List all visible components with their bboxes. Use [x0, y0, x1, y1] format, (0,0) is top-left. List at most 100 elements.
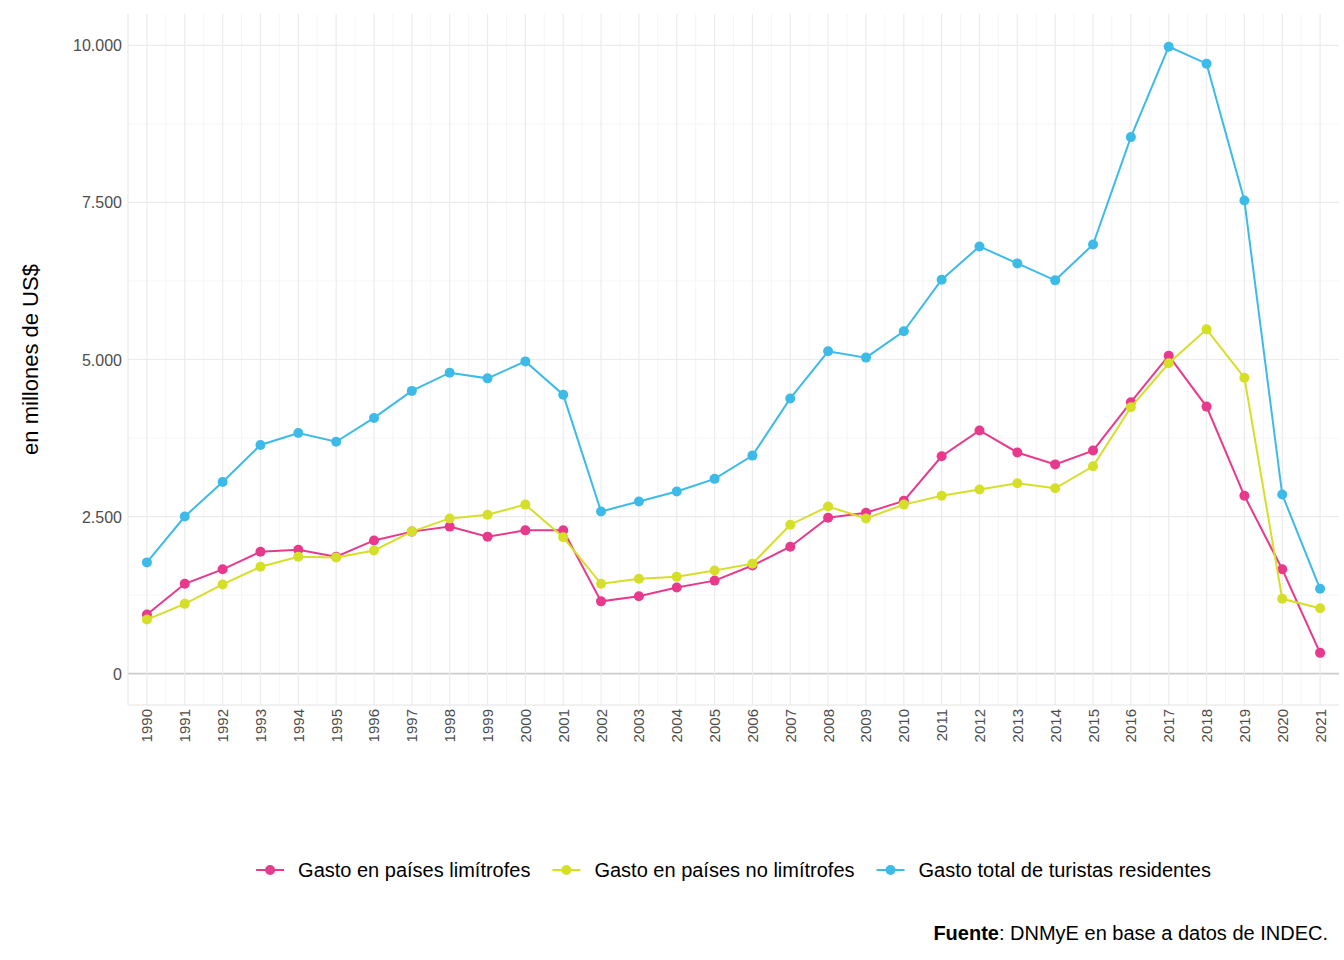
y-tick-label: 7.500	[82, 194, 122, 211]
series-point	[445, 513, 455, 523]
legend-item: Gasto en países no limítrofes	[552, 859, 854, 881]
series-point	[823, 513, 833, 523]
y-tick-label: 10.000	[73, 37, 122, 54]
chart: 02.5005.0007.50010.000199019911992199319…	[0, 0, 1344, 960]
y-tick-label: 5.000	[82, 352, 122, 369]
legend: Gasto en países limítrofesGasto en paíse…	[256, 859, 1211, 881]
grid-line	[411, 14, 412, 705]
grid-line	[1319, 14, 1320, 705]
x-tick-label: 2020	[1274, 709, 1291, 742]
series-point	[369, 545, 379, 555]
series-point	[596, 596, 606, 606]
caption: Fuente: DNMyE en base a datos de INDEC.	[933, 922, 1328, 944]
minor-grid-line	[128, 123, 1339, 124]
series-point	[974, 241, 984, 251]
series-point	[520, 356, 530, 366]
series-point	[747, 451, 757, 461]
series-point	[483, 510, 493, 520]
series-point	[142, 615, 152, 625]
y-tick-label: 2.500	[82, 509, 122, 526]
x-tick-label: 1999	[479, 709, 496, 742]
x-tick-label: 2003	[630, 709, 647, 742]
series-point	[1239, 491, 1249, 501]
series-point	[1050, 483, 1060, 493]
series-point	[710, 576, 720, 586]
x-tick-label: 2014	[1047, 709, 1064, 742]
grid-line	[1017, 14, 1018, 705]
y-tick-label: 0	[113, 666, 122, 683]
minor-grid-line	[128, 280, 1339, 281]
series-point	[1050, 275, 1060, 285]
series-point	[1126, 132, 1136, 142]
series-point	[407, 527, 417, 537]
x-tick-label: 2005	[706, 709, 723, 742]
series-point	[293, 428, 303, 438]
grid-line	[128, 359, 1339, 360]
x-tick-label: 1997	[403, 709, 420, 742]
series-group	[142, 42, 1325, 658]
series-point	[823, 501, 833, 511]
series-point	[293, 552, 303, 562]
series-point	[937, 451, 947, 461]
series-point	[710, 566, 720, 576]
grid-line	[336, 14, 337, 705]
x-tick-label: 2001	[555, 709, 572, 742]
series-point	[1239, 196, 1249, 206]
grid-line	[1055, 14, 1056, 705]
series-point	[1088, 240, 1098, 250]
legend-label: Gasto en países no limítrofes	[594, 859, 854, 881]
x-tick-label: 2012	[971, 709, 988, 742]
series-line	[147, 356, 1320, 653]
x-tick-label: 2008	[820, 709, 837, 742]
legend-marker	[265, 865, 275, 875]
grid-line	[449, 14, 450, 705]
series-point	[331, 437, 341, 447]
series-point	[218, 564, 228, 574]
series-point	[1050, 459, 1060, 469]
grid-line	[298, 14, 299, 705]
series-point	[255, 562, 265, 572]
series-line	[147, 47, 1320, 589]
series-point	[1164, 42, 1174, 52]
grid-line	[1092, 14, 1093, 705]
grid-line	[222, 14, 223, 705]
series-point	[710, 474, 720, 484]
series-point	[672, 486, 682, 496]
grid	[128, 14, 1339, 705]
grid-line	[128, 516, 1339, 517]
series-point	[1315, 648, 1325, 658]
legend-label: Gasto total de turistas residentes	[919, 859, 1211, 881]
x-tick-label: 2019	[1236, 709, 1253, 742]
x-tick-label: 2006	[744, 709, 761, 742]
x-tick-label: 2002	[593, 709, 610, 742]
series	[142, 351, 1325, 658]
grid-line	[790, 14, 791, 705]
series-point	[672, 572, 682, 582]
x-tick-label: 2007	[782, 709, 799, 742]
series	[142, 42, 1325, 594]
grid-line	[638, 14, 639, 705]
series-point	[218, 579, 228, 589]
x-tick-label: 1993	[252, 709, 269, 742]
series-point	[520, 525, 530, 535]
y-axis-line	[128, 14, 129, 705]
series-point	[785, 520, 795, 530]
series-point	[369, 413, 379, 423]
series-point	[1277, 490, 1287, 500]
series-point	[1202, 402, 1212, 412]
series-point	[1012, 447, 1022, 457]
series-point	[255, 547, 265, 557]
x-tick-label: 1994	[290, 709, 307, 742]
x-tick-label: 2011	[933, 709, 950, 741]
series-point	[1315, 603, 1325, 613]
series-point	[634, 496, 644, 506]
series-point	[558, 390, 568, 400]
x-tick-label: 2004	[668, 709, 685, 742]
series-point	[823, 346, 833, 356]
legend-marker	[886, 865, 896, 875]
series-line	[147, 329, 1320, 619]
series-point	[331, 552, 341, 562]
series-point	[1315, 584, 1325, 594]
series-point	[974, 485, 984, 495]
grid-line	[128, 673, 1339, 675]
